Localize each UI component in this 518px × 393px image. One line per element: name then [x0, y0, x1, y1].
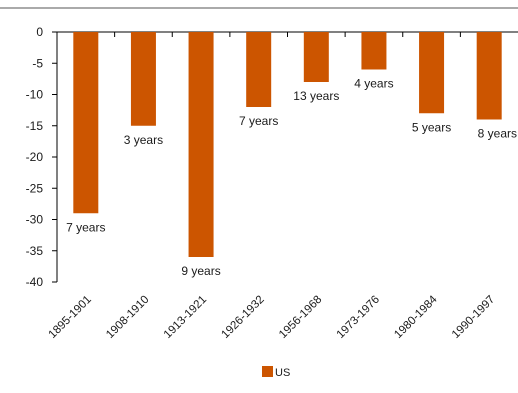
- x-tick-label: 1926-1932: [219, 294, 266, 341]
- x-tick-label: 1973-1976: [335, 294, 382, 341]
- data-label: 3 years: [124, 133, 163, 147]
- data-label: 7 years: [239, 114, 278, 128]
- data-label: 4 years: [354, 77, 393, 91]
- bar-1973-1976: [361, 32, 387, 70]
- x-tick-label: 1895-1901: [47, 294, 94, 341]
- legend-swatch-us: [262, 366, 273, 377]
- legend: US: [262, 366, 290, 379]
- data-label: 7 years: [66, 220, 105, 234]
- bar-1926-1932: [246, 32, 272, 107]
- bars: [73, 32, 502, 257]
- y-tick-label: -5: [32, 56, 43, 70]
- bar-1980-1984: [419, 32, 445, 114]
- x-tick-label: 1908-1910: [104, 294, 151, 341]
- y-tick-label: -35: [26, 244, 44, 258]
- y-tick-label: -15: [26, 119, 44, 133]
- legend-label-us: US: [275, 367, 290, 379]
- bar-1913-1921: [188, 32, 214, 257]
- x-tick-label: 1990-1997: [450, 294, 497, 341]
- x-tick-label: 1913-1921: [162, 294, 209, 341]
- data-label: 5 years: [412, 120, 451, 134]
- x-tick-label: 1956-1968: [277, 294, 324, 341]
- y-tick-label: -10: [26, 88, 44, 102]
- data-label: 13 years: [293, 89, 339, 103]
- bar-1908-1910: [130, 32, 156, 126]
- bar-1990-1997: [476, 32, 502, 120]
- data-label: 8 years: [478, 127, 517, 141]
- data-label: 9 years: [181, 264, 220, 278]
- bar-1956-1968: [303, 32, 329, 82]
- bar-1895-1901: [73, 32, 99, 214]
- y-tick-label: -30: [26, 213, 44, 227]
- y-tick-label: -40: [26, 275, 44, 289]
- y-tick-label: -25: [26, 181, 44, 195]
- data-labels: 7 years 3 years 9 years 7 years 13 years 4 ye…: [66, 77, 517, 279]
- y-axis: 0 -5 -10 -15 -20 -25 -30 -35 -40: [26, 25, 58, 289]
- y-tick-label: -20: [26, 150, 44, 164]
- x-axis: [57, 31, 518, 37]
- x-tick-label: 1980-1984: [392, 293, 440, 341]
- y-tick-label: 0: [36, 25, 43, 39]
- x-tick-labels: 1895-1901 1908-1910 1913-1921 1926-1932 1956…: [47, 293, 498, 341]
